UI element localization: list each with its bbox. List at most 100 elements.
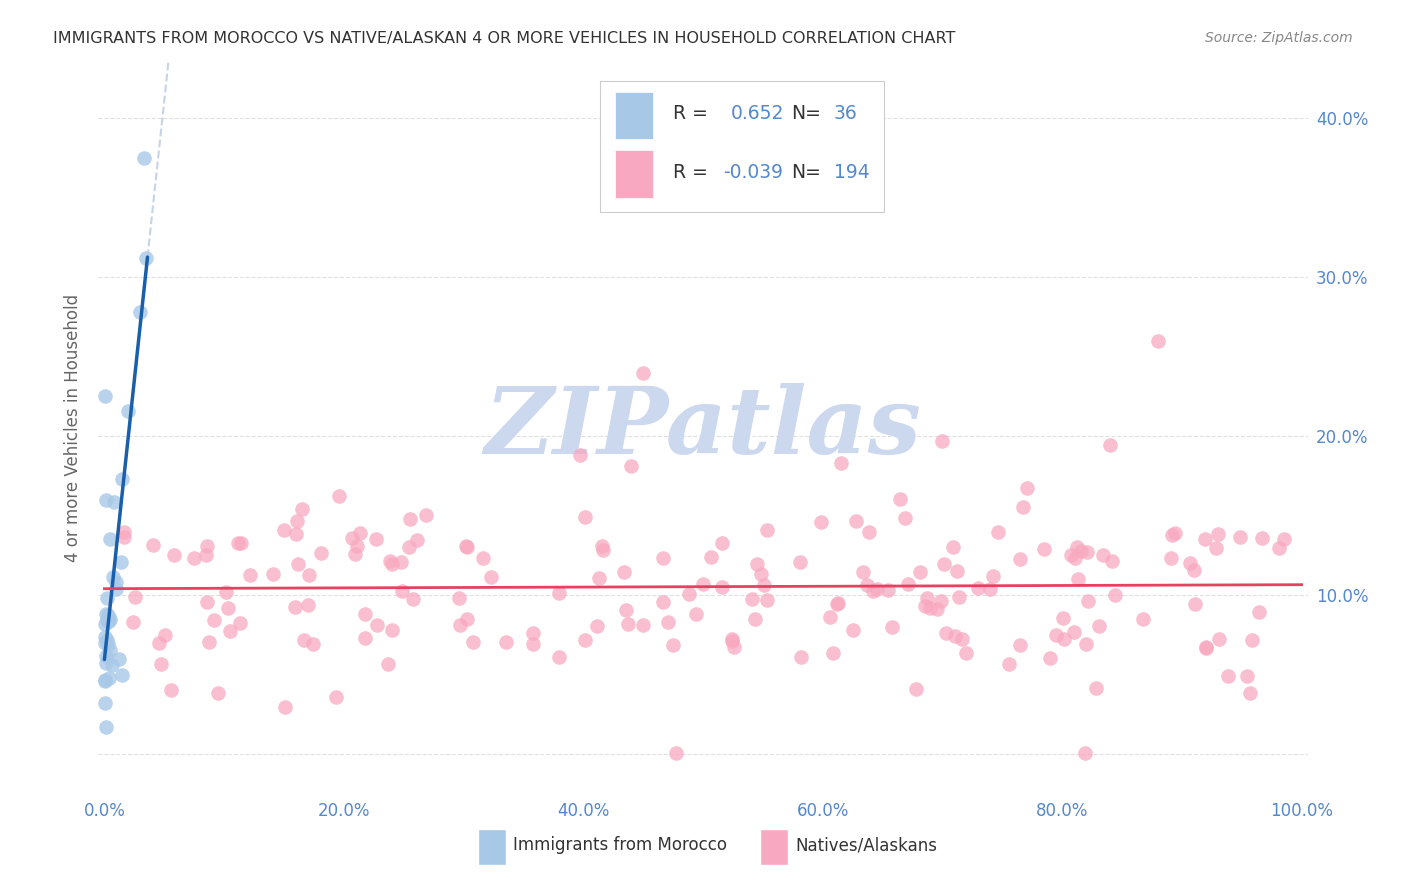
Point — [107, 651, 129, 665]
Bar — [614, 92, 654, 139]
Point — [309, 546, 332, 560]
Point — [94, 389, 117, 403]
Point — [657, 615, 679, 629]
Point — [741, 591, 763, 606]
Point — [950, 632, 973, 647]
Point — [820, 609, 842, 624]
Point — [495, 634, 517, 648]
Point — [183, 551, 205, 566]
Point — [866, 582, 889, 596]
Point — [1205, 541, 1227, 555]
Point — [121, 615, 143, 630]
Point — [1267, 541, 1289, 555]
Point — [398, 540, 420, 554]
Point — [155, 628, 177, 642]
Point — [391, 583, 413, 598]
Point — [381, 558, 404, 572]
Point — [285, 514, 308, 528]
Point — [747, 557, 769, 571]
Point — [1208, 632, 1230, 647]
Point — [94, 492, 117, 507]
Point — [262, 566, 284, 581]
Point — [789, 555, 811, 569]
Point — [915, 591, 938, 605]
Point — [325, 690, 347, 704]
Point — [292, 633, 315, 648]
Point — [93, 617, 115, 632]
Point — [97, 607, 120, 622]
Point — [94, 696, 117, 710]
Point — [1059, 548, 1081, 562]
Point — [592, 542, 614, 557]
Point — [700, 550, 723, 565]
Point — [454, 539, 477, 553]
Point — [943, 629, 966, 643]
Point — [354, 607, 377, 622]
Point — [1184, 597, 1206, 611]
Point — [1099, 438, 1122, 452]
Point — [862, 583, 884, 598]
Point — [574, 633, 596, 648]
Point — [979, 582, 1001, 596]
Point — [1216, 669, 1239, 683]
Point — [285, 527, 308, 541]
Point — [588, 571, 610, 585]
Point — [591, 539, 613, 553]
Text: Immigrants from Morocco: Immigrants from Morocco — [513, 836, 727, 854]
Point — [810, 516, 832, 530]
Point — [711, 535, 734, 549]
Point — [1180, 556, 1202, 570]
Point — [613, 566, 636, 580]
Point — [96, 613, 118, 627]
Point — [94, 649, 117, 664]
Point — [1032, 541, 1054, 556]
Point — [830, 456, 852, 470]
Point — [302, 637, 325, 651]
Point — [617, 616, 640, 631]
Point — [406, 533, 429, 547]
Point — [998, 657, 1021, 672]
Point — [548, 586, 571, 600]
Point — [1101, 553, 1123, 567]
Point — [920, 601, 942, 615]
Point — [112, 525, 135, 540]
Text: N=: N= — [792, 104, 821, 123]
Point — [456, 612, 478, 626]
Point — [96, 632, 118, 647]
Point — [226, 536, 249, 550]
Point — [877, 582, 900, 597]
Point — [905, 681, 928, 696]
Point — [631, 366, 654, 380]
FancyBboxPatch shape — [600, 81, 884, 212]
Point — [948, 590, 970, 604]
Point — [651, 594, 673, 608]
Point — [129, 304, 152, 318]
Point — [98, 643, 121, 657]
Point — [202, 613, 225, 627]
Point — [692, 576, 714, 591]
Point — [754, 578, 776, 592]
Point — [908, 566, 931, 580]
Point — [1045, 627, 1067, 641]
Point — [856, 577, 879, 591]
Point — [215, 585, 238, 599]
Point — [894, 511, 917, 525]
Point — [97, 672, 120, 686]
Point — [1053, 632, 1076, 646]
Point — [931, 434, 953, 448]
Point — [1008, 638, 1031, 652]
Point — [825, 597, 848, 611]
Point — [889, 492, 911, 507]
Point — [1011, 500, 1033, 515]
Point — [195, 549, 218, 563]
Point — [1160, 550, 1182, 565]
Point — [402, 592, 425, 607]
Point — [163, 548, 186, 562]
Point — [456, 541, 478, 555]
Point — [711, 580, 734, 594]
Point — [987, 524, 1010, 539]
Point — [1206, 526, 1229, 541]
Point — [148, 636, 170, 650]
Point — [105, 582, 128, 596]
Point — [678, 587, 700, 601]
